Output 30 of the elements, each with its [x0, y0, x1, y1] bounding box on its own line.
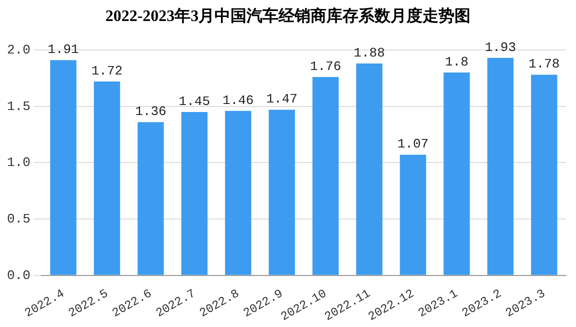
bar: [531, 74, 558, 275]
data-label: 1.07: [397, 136, 429, 152]
data-label: 1.78: [528, 56, 560, 72]
data-label: 1.46: [222, 92, 254, 108]
bar: [356, 64, 382, 275]
bar: [312, 77, 339, 275]
y-tick-label: 1.0: [7, 155, 30, 170]
data-label: 1.76: [310, 58, 342, 74]
bar: [50, 60, 76, 275]
y-tick-label: 2.0: [7, 42, 30, 58]
bar: [400, 154, 426, 275]
data-label: 1.72: [91, 63, 123, 78]
bar: [487, 58, 514, 275]
data-label: 1.8: [445, 54, 468, 70]
bar: [225, 110, 252, 275]
bar: [268, 110, 295, 275]
data-label: 1.91: [48, 42, 80, 58]
y-tick-label: 1.5: [7, 98, 30, 114]
bar: [94, 82, 120, 275]
data-label: 1.36: [135, 104, 166, 120]
y-tick-label: 0.0: [7, 268, 30, 283]
data-label: 1.47: [266, 92, 298, 107]
data-label: 1.88: [354, 45, 385, 60]
y-tick-label: 0.5: [7, 211, 30, 226]
data-label: 1.93: [484, 40, 516, 55]
data-label: 1.45: [178, 94, 210, 109]
bar: [138, 122, 164, 275]
chart-title: 2022-2023年3月中国汽车经销商库存系数月度走势图: [104, 6, 472, 27]
bar: [181, 112, 208, 275]
bar: [444, 72, 470, 275]
